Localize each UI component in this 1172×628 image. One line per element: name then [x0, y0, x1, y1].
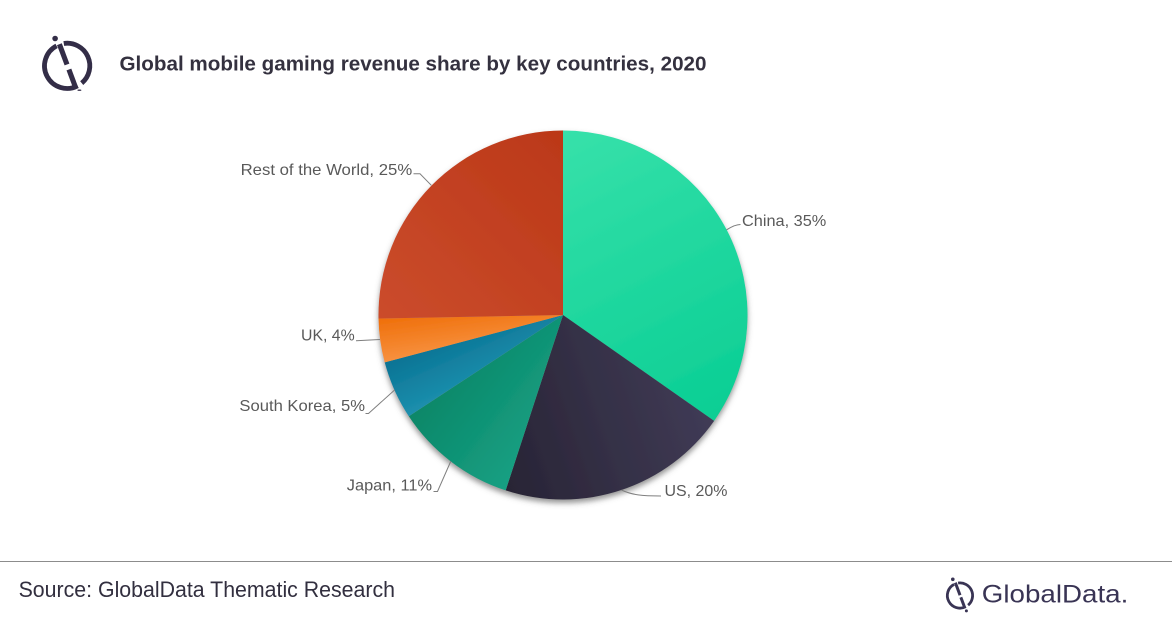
svg-text:Rest of the World, 25%: Rest of the World, 25% [241, 162, 413, 179]
svg-text:Global mobile gaming revenue s: Global mobile gaming revenue share by ke… [120, 52, 707, 75]
svg-text:Source: GlobalData Thematic Re: Source: GlobalData Thematic Research [19, 577, 395, 602]
svg-text:US, 20%: US, 20% [665, 483, 728, 500]
svg-text:South Korea, 5%: South Korea, 5% [239, 398, 365, 415]
svg-text:Japan, 11%: Japan, 11% [347, 478, 432, 495]
svg-text:UK, 4%: UK, 4% [301, 328, 355, 345]
svg-text:China, 35%: China, 35% [742, 213, 826, 230]
svg-text:GlobalData.: GlobalData. [982, 581, 1129, 609]
